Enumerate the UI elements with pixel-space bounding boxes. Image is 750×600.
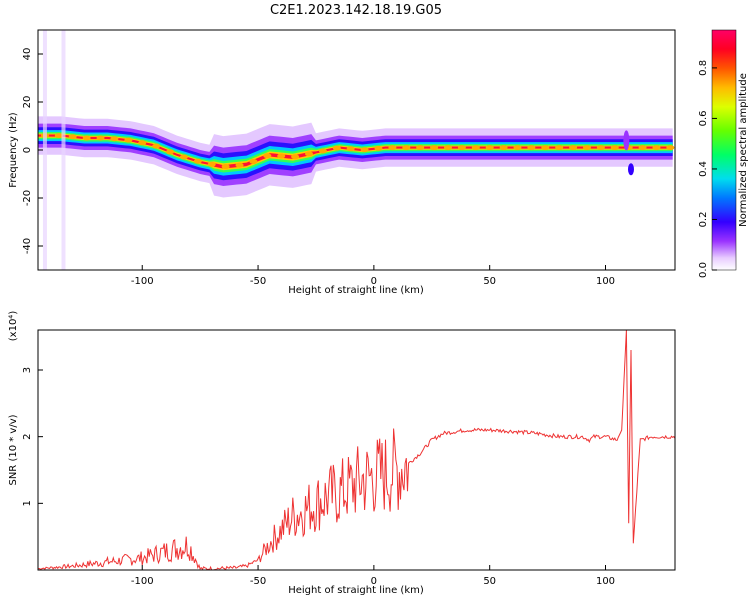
colorbar-gradient (711, 29, 737, 271)
spectrogram-y-tick-label: 40 (22, 48, 33, 61)
spectrogram-heatmap (38, 30, 675, 270)
spectrogram-hotspot (360, 147, 369, 153)
spectrogram-x-tick-label: -50 (250, 276, 266, 287)
spectrogram-hotspot (485, 145, 494, 151)
spectrogram-hotspot (221, 164, 230, 170)
spectrogram-hotspot (110, 136, 119, 142)
spectrogram-hotspot (193, 158, 202, 164)
spectrogram-y-tick-label: 0 (22, 147, 33, 153)
spectrogram-hotspot (499, 145, 508, 151)
snr-x-tick-label: 0 (371, 576, 377, 587)
spectrogram-spike (627, 163, 634, 176)
figure-title: C2E1.2023.142.18.19.G05 (270, 3, 442, 18)
spectrogram-hotspot (652, 145, 661, 151)
spectrogram-panel: -100 -50 0 50 100 -40 -20 0 20 40 Height of stra… (8, 29, 676, 296)
snr-frame (37, 329, 676, 571)
spectrogram-x-ticks: -100 -50 0 50 100 (131, 265, 615, 287)
snr-y-ticks: 1 2 3 (22, 367, 43, 507)
spectrogram-hotspot (152, 143, 161, 149)
spectrogram-hotspot (82, 135, 91, 141)
spectrogram-hotspot (124, 137, 133, 143)
snr-x-tick-label: 100 (596, 576, 615, 587)
spectrogram-hotspot (96, 135, 105, 141)
spectrogram-hotspot (471, 145, 480, 151)
spectrogram-hotspot (569, 145, 578, 151)
spectrogram-hotspot (582, 145, 591, 151)
spectrogram-x-tick-label: 50 (483, 276, 496, 287)
spectrogram-hotspot (305, 151, 314, 157)
colorbar-tick-label: 0.2 (698, 212, 709, 228)
spectrogram-spike (623, 130, 630, 151)
spectrogram-hotspot (541, 145, 550, 151)
spectrogram-hotspot (166, 149, 175, 155)
colorbar: 0.0 0.2 0.4 0.6 0.8 Normalized spectral ampl… (698, 29, 749, 278)
snr-y-tick-label: 1 (22, 500, 33, 506)
spectrogram-hotspot (277, 153, 286, 159)
spectrogram-noise-column (42, 30, 47, 270)
snr-y-label: SNR (10 * v/v) (8, 414, 19, 485)
colorbar-ticks: 0.0 0.2 0.4 0.6 0.8 (698, 60, 717, 278)
spectrogram-hotspot (666, 145, 675, 151)
snr-series-line (38, 330, 675, 570)
spectrogram-hotspot (527, 145, 536, 151)
snr-x-tick-label: -50 (250, 576, 266, 587)
spectrogram-hotspot (249, 159, 258, 165)
snr-y-multiplier: (x10⁴) (8, 311, 19, 342)
spectrogram-hotspot (402, 145, 411, 151)
spectrogram-x-tick-label: 0 (371, 276, 377, 287)
spectrogram-hotspot (54, 133, 63, 139)
snr-panel: -100 -50 0 50 100 1 2 3 Height of straight lin… (8, 311, 676, 596)
colorbar-label: Normalized spectral amplitude (738, 73, 749, 227)
spectrogram-hotspot (555, 145, 564, 151)
spectrogram-noise-column (61, 30, 66, 270)
spectrogram-y-ticks: -40 -20 0 20 40 (22, 48, 43, 254)
spectrogram-hotspot (263, 153, 272, 159)
snr-x-label: Height of straight line (km) (288, 585, 424, 596)
spectrogram-y-tick-label: -20 (22, 190, 33, 206)
spectrogram-hotspot (68, 134, 77, 140)
spectrogram-hotspot (457, 145, 466, 151)
spectrogram-hotspot (138, 140, 147, 146)
spectrogram-hotspot (610, 145, 619, 151)
snr-x-tick-label: 50 (483, 576, 496, 587)
spectrogram-hotspot (332, 145, 341, 151)
spectrogram-hotspot (443, 145, 452, 151)
spectrogram-x-label: Height of straight line (km) (288, 285, 424, 296)
snr-y-tick-label: 3 (22, 367, 33, 373)
snr-x-tick-label: -100 (131, 576, 154, 587)
colorbar-tick-label: 0.0 (698, 262, 709, 278)
colorbar-tick-label: 0.6 (698, 110, 709, 126)
spectrogram-hotspot (513, 145, 522, 151)
spectrogram-x-tick-label: -100 (131, 276, 154, 287)
spectrogram-x-tick-label: 100 (596, 276, 615, 287)
spectrogram-hotspot (291, 154, 300, 160)
spectrogram-y-label: Frequency (Hz) (8, 112, 19, 188)
spectrogram-hotspot (346, 146, 355, 152)
spectrogram-hotspot (207, 161, 216, 167)
spectrogram-hotspot (430, 145, 439, 151)
spectrogram-hotspot (388, 145, 397, 151)
spectrogram-hotspot (235, 162, 244, 168)
spectrogram-y-tick-label: 20 (22, 96, 33, 109)
spectrogram-hotspot (374, 145, 383, 151)
spectrogram-hotspot (318, 148, 327, 154)
spectrogram-hotspot (638, 145, 647, 151)
snr-y-tick-label: 2 (22, 433, 33, 439)
colorbar-tick-label: 0.8 (698, 60, 709, 76)
snr-x-ticks: -100 -50 0 50 100 (131, 565, 615, 587)
spectrogram-hotspot (179, 154, 188, 160)
colorbar-tick-label: 0.4 (698, 161, 709, 177)
spectrogram-hotspot (596, 145, 605, 151)
spectrogram-y-tick-label: -40 (22, 238, 33, 254)
spectrogram-hotspot (416, 145, 425, 151)
